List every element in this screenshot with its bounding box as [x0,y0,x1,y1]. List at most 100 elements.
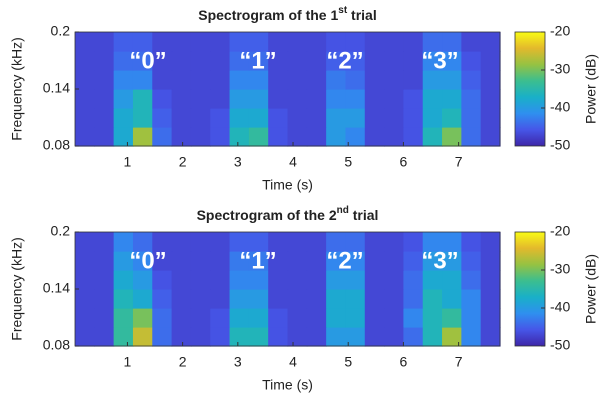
heat-cell [190,127,211,147]
heat-cell [403,270,424,290]
heat-cell [229,270,250,290]
heat-cell [306,127,327,147]
heat-cell [306,89,327,109]
heat-cell [384,32,405,52]
y-axis-label: Frequency (kHz) [9,237,25,340]
title-suffix: trial [349,207,379,223]
heat-cell [345,308,366,328]
heat-cell [345,251,366,271]
heat-cell [210,108,231,128]
heat-cell [422,308,443,328]
y-tick-label: 0.2 [51,223,71,239]
heat-cell [229,127,250,147]
annotation: “2” [326,247,363,274]
heat-cell [152,251,173,271]
heat-cell [190,232,211,252]
heat-cell [171,289,192,309]
heat-cell [364,308,385,328]
heat-cell [461,308,482,328]
y-tick-label: 0.08 [43,337,70,353]
heat-cell [364,289,385,309]
heat-cell [326,70,347,90]
heat-cell [422,270,443,290]
heat-cell [326,327,347,347]
heat-cell [210,70,231,90]
heat-cell [384,270,405,290]
heat-cell [229,308,250,328]
heat-cell [113,51,134,71]
heat-cell [75,327,95,347]
heat-cell [306,308,327,328]
colorbar-label: Power (dB) [583,254,599,324]
heat-cell [113,89,134,109]
heat-cell [75,32,95,52]
heat-cell [480,270,501,290]
heat-cell [442,308,462,328]
heat-cell [152,89,173,109]
heat-cell [403,251,424,271]
heat-cell [190,289,211,309]
heat-cell [306,232,327,252]
heat-cell [113,232,134,252]
heat-cell [132,89,153,109]
heat-cell [403,127,424,147]
heat-cell [403,308,424,328]
heat-cell [306,251,327,271]
heat-cell [461,251,482,271]
heat-cell [326,127,347,147]
heat-cell [422,251,443,271]
x-tick-label: 4 [289,154,297,170]
heat-cell [132,127,153,147]
heat-cell [113,32,134,52]
heat-cell [461,51,482,71]
colorbar-tick-label: -30 [550,61,570,77]
title-superscript: st [338,5,348,16]
heat-cell [94,108,115,128]
x-tick-label: 2 [179,354,187,370]
heat-cell [422,327,443,347]
heat-cell [384,108,405,128]
heat-cell [326,32,347,52]
heat-cell [480,32,501,52]
title-superscript: nd [337,205,349,216]
heat-cell [75,51,95,71]
heat-cell [210,289,231,309]
annotation: “1” [239,47,276,74]
heat-cell [326,89,347,109]
heat-cell [287,70,308,90]
heat-cell [480,108,501,128]
heat-cell [268,127,289,147]
heat-cell [345,232,366,252]
heat-cell [461,32,482,52]
heat-cell [287,89,308,109]
colorbar-tick-label: -50 [550,337,570,353]
annotation: “1” [239,247,276,274]
heat-cell [190,108,211,128]
title-text: Spectrogram of the 2 [197,207,337,223]
heat-cell [248,51,269,71]
heat-cell [480,70,501,90]
heat-cell [94,89,115,109]
heat-cell [480,51,501,71]
heat-cell [287,289,308,309]
heat-cell [152,289,173,309]
heat-cell [171,327,192,347]
heat-cell [364,51,385,71]
heat-cell [268,251,289,271]
heat-cell [152,127,173,147]
heat-cell [132,308,153,328]
heat-cell [229,32,250,52]
heat-cell [132,327,153,347]
heat-cell [229,327,250,347]
heat-cell [403,89,424,109]
heat-cell [113,108,134,128]
heat-cell [210,251,231,271]
heat-cell [94,289,115,309]
heat-cell [75,232,95,252]
heat-cell [403,108,424,128]
colorbar-label: Power (dB) [583,54,599,124]
heat-cell [132,270,153,290]
heat-cell [480,308,501,328]
heat-cell [229,89,250,109]
